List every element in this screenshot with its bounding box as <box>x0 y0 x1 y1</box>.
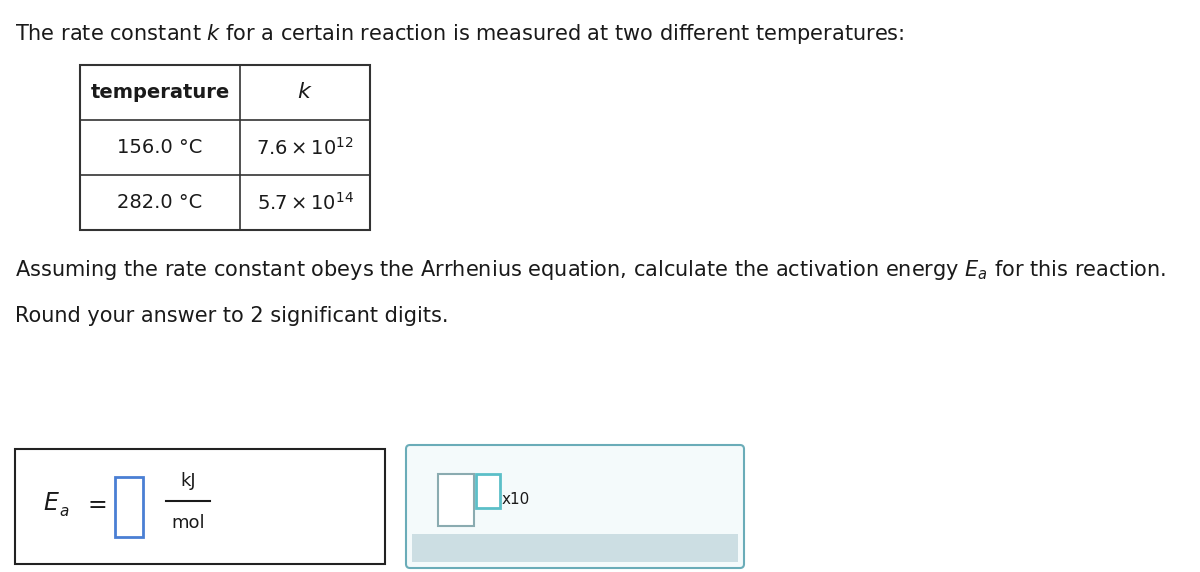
Text: $a$: $a$ <box>59 504 70 519</box>
Text: 156.0 °C: 156.0 °C <box>118 138 203 157</box>
Text: Assuming the rate constant obeys the Arrhenius equation, calculate the activatio: Assuming the rate constant obeys the Arr… <box>14 258 1166 282</box>
Text: The rate constant $k$ for a certain reaction is measured at two different temper: The rate constant $k$ for a certain reac… <box>14 22 905 46</box>
Bar <box>115 476 143 537</box>
Text: $k$: $k$ <box>298 82 313 102</box>
Bar <box>476 474 500 508</box>
Text: mol: mol <box>172 514 205 533</box>
Text: $5.7 \times 10^{14}$: $5.7 \times 10^{14}$ <box>257 192 354 213</box>
Bar <box>412 534 738 562</box>
Text: $=$: $=$ <box>83 491 107 514</box>
Text: $E$: $E$ <box>43 491 60 514</box>
Bar <box>80 65 370 230</box>
Text: temperature: temperature <box>90 83 229 102</box>
Bar <box>14 449 385 564</box>
FancyBboxPatch shape <box>406 445 744 568</box>
Text: $7.6 \times 10^{12}$: $7.6 \times 10^{12}$ <box>256 137 354 158</box>
Text: kJ: kJ <box>180 472 196 491</box>
Bar <box>438 474 474 526</box>
Text: 282.0 °C: 282.0 °C <box>118 193 203 212</box>
Text: Round your answer to 2 significant digits.: Round your answer to 2 significant digit… <box>14 306 449 326</box>
Text: x10: x10 <box>502 492 530 507</box>
